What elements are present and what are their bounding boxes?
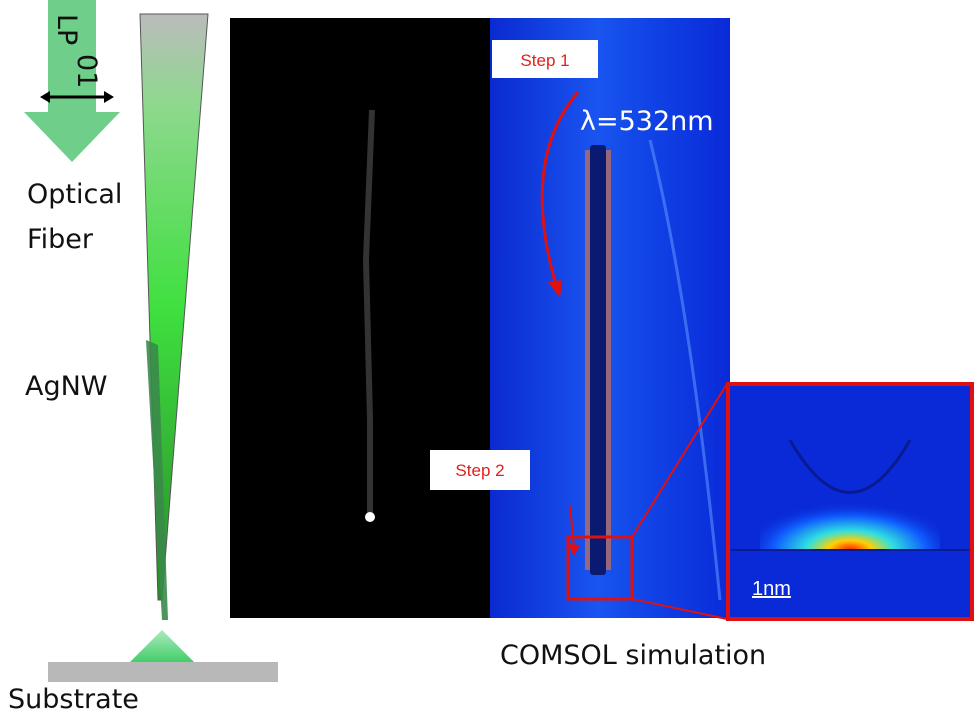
fiber-label: Fiber [27, 224, 94, 255]
fiber-label: Optical [27, 179, 122, 210]
substrate [48, 662, 278, 682]
polarization-tip [104, 91, 114, 103]
step-label: Step 1 [520, 51, 569, 70]
substrate-label: Substrate [8, 684, 139, 715]
wavelength-label: λ=532nm [580, 106, 714, 137]
figure: LP 01 Optical Fiber AgNW Substrate 1nm S… [0, 0, 975, 716]
gap-field [760, 470, 940, 550]
polarization-tip [40, 91, 50, 103]
step-label: Step 2 [455, 461, 504, 480]
mode-subscript: 01 [71, 54, 102, 88]
optical-fiber [140, 14, 208, 600]
caption: COMSOL simulation [500, 640, 766, 671]
mode-arrow-head [24, 112, 120, 162]
dark-field-image [230, 18, 490, 618]
scale-bar: 1nm [752, 578, 791, 600]
wire-label: AgNW [25, 371, 108, 402]
emission [130, 630, 194, 662]
hotspot [365, 512, 375, 522]
page: {"fiber_panel": {"mode_label": "LP", "mo… [0, 0, 975, 716]
mode-label: LP [51, 14, 82, 45]
nanowire [590, 145, 606, 575]
